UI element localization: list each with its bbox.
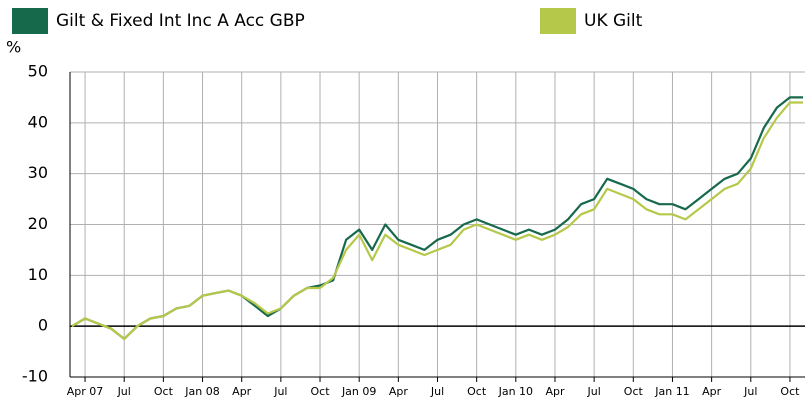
x-tick-label: Jan 08	[184, 385, 219, 398]
x-tick-label: Apr	[545, 385, 565, 398]
y-tick-label: 10	[28, 265, 48, 284]
y-tick-label: 30	[28, 163, 48, 182]
x-tick-label: Jul	[117, 385, 131, 398]
x-tick-label: Jul	[587, 385, 601, 398]
y-tick-label: 40	[28, 112, 48, 131]
x-tick-label: Oct	[154, 385, 174, 398]
y-tick-label: 50	[28, 62, 48, 81]
series-line	[71, 101, 803, 340]
x-tick-label: Oct	[311, 385, 331, 398]
x-tick-label: Jan 11	[654, 385, 689, 398]
y-tick-label: -10	[22, 367, 48, 386]
legend-swatch	[12, 8, 48, 34]
legend-label: UK Gilt	[584, 11, 643, 31]
x-tick-label: Jul	[273, 385, 287, 398]
x-tick-label: Apr	[702, 385, 722, 398]
x-tick-label: Oct	[467, 385, 487, 398]
x-tick-label: Apr 07	[67, 385, 104, 398]
x-tick-label: Jan 10	[498, 385, 533, 398]
legend-label: Gilt & Fixed Int Inc A Acc GBP	[56, 11, 305, 31]
x-tick-label: Jul	[430, 385, 444, 398]
legend-swatch	[540, 8, 576, 34]
y-tick-label: 0	[38, 316, 48, 335]
y-axis-label: %	[6, 38, 21, 57]
x-tick-label: Jul	[743, 385, 757, 398]
x-tick-label: Oct	[624, 385, 644, 398]
x-tick-label: Jan 09	[341, 385, 376, 398]
x-tick-label: Apr	[232, 385, 252, 398]
x-tick-label: Oct	[780, 385, 800, 398]
x-tick-label: Apr	[389, 385, 409, 398]
y-tick-label: 20	[28, 214, 48, 233]
